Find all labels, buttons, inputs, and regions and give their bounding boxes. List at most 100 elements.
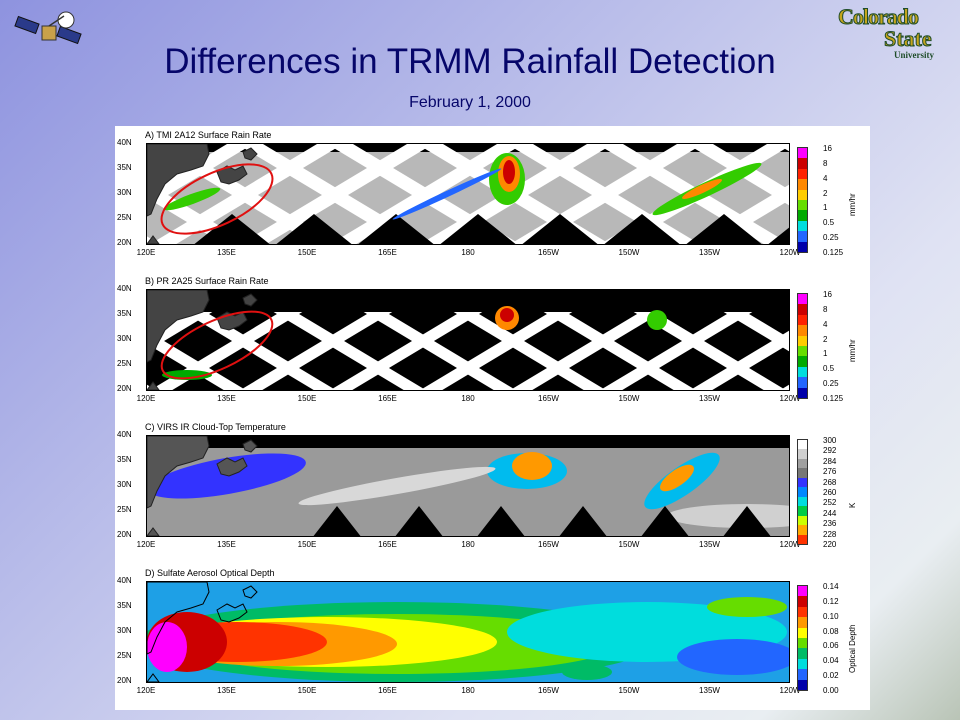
lon-label: 150E bbox=[297, 394, 317, 403]
colorbar-tick: 0.25 bbox=[823, 233, 839, 243]
colorbar-tick: 300 bbox=[823, 436, 837, 445]
lat-label: 25N bbox=[117, 505, 132, 514]
map-panel-2: B) PR 2A25 Surface Rain Rate 40N 35N 30N 25N… bbox=[115, 276, 870, 420]
lon-label: 165E bbox=[378, 248, 397, 257]
lon-label: 165W bbox=[538, 540, 559, 549]
lon-label: 135E bbox=[217, 248, 236, 257]
colorbar-tick: 4 bbox=[823, 173, 828, 183]
lat-label: 25N bbox=[117, 359, 132, 368]
lon-label: 135E bbox=[217, 394, 236, 403]
lon-label: 165W bbox=[538, 394, 559, 403]
colorbar-tick: 292 bbox=[823, 446, 837, 456]
colorbar-tick: 8 bbox=[823, 304, 828, 314]
lon-label: 150W bbox=[618, 540, 640, 549]
lon-label: 165W bbox=[538, 686, 559, 695]
lon-label: 180 bbox=[461, 686, 475, 695]
lon-label: 180 bbox=[461, 394, 475, 403]
colorbar bbox=[797, 439, 808, 545]
lat-label: 40N bbox=[117, 576, 132, 585]
lon-label: 120E bbox=[136, 394, 156, 403]
lon-label: 150E bbox=[297, 540, 317, 549]
lon-label: 180 bbox=[461, 248, 475, 257]
lon-label: 120E bbox=[136, 686, 156, 695]
colorbar-tick: 0.125 bbox=[823, 248, 844, 257]
lon-label: 135W bbox=[699, 248, 720, 257]
colorbar-tick: 268 bbox=[823, 477, 837, 487]
lat-label: 25N bbox=[117, 213, 132, 222]
colorbar-tick: 244 bbox=[823, 508, 837, 518]
map-area bbox=[146, 435, 790, 537]
colorbar-unit: mm/hr bbox=[848, 339, 857, 362]
lon-label: 135E bbox=[217, 540, 236, 549]
map-panel-4: D) Sulfate Aerosol Optical Depth 40N 35N 30… bbox=[115, 568, 870, 712]
colorbar-tick: 0.25 bbox=[823, 379, 839, 389]
lon-label: 150W bbox=[618, 686, 640, 695]
lon-label: 135E bbox=[217, 686, 236, 695]
lon-label: 180 bbox=[461, 540, 475, 549]
lat-label: 35N bbox=[117, 601, 132, 610]
colorbar-tick: 252 bbox=[823, 498, 837, 508]
lon-label: 165E bbox=[378, 686, 397, 695]
colorbar bbox=[797, 585, 808, 691]
map-area bbox=[146, 289, 790, 391]
panel-title: D) Sulfate Aerosol Optical Depth bbox=[145, 568, 275, 578]
figure: A) TMI 2A12 Surface Rain Rate 40N 35N 30N 25… bbox=[115, 126, 870, 710]
lon-label: 120W bbox=[779, 686, 801, 695]
satellite-icon bbox=[14, 8, 84, 58]
map-area bbox=[146, 143, 790, 245]
colorbar-tick: 0.12 bbox=[823, 596, 839, 606]
panel-title: C) VIRS IR Cloud-Top Temperature bbox=[145, 422, 286, 432]
lon-label: 165E bbox=[378, 394, 397, 403]
colorbar-tick: 2 bbox=[823, 334, 828, 344]
lon-label: 135W bbox=[699, 394, 720, 403]
colorbar bbox=[797, 147, 808, 253]
lat-label: 35N bbox=[117, 309, 132, 318]
lat-label: 35N bbox=[117, 163, 132, 172]
colorbar-tick: 228 bbox=[823, 529, 837, 539]
colorbar-tick: 2 bbox=[823, 188, 828, 198]
colorbar-tick: 236 bbox=[823, 519, 837, 529]
colorbar-tick: 276 bbox=[823, 467, 837, 477]
colorbar-tick: 220 bbox=[823, 540, 837, 549]
colorbar-tick: 284 bbox=[823, 456, 837, 466]
lat-label: 40N bbox=[117, 284, 132, 293]
lon-label: 135W bbox=[699, 686, 720, 695]
lat-label: 20N bbox=[117, 676, 132, 685]
lat-label: 30N bbox=[117, 480, 132, 489]
colorbar-tick: 260 bbox=[823, 488, 837, 497]
lon-label: 120W bbox=[779, 248, 801, 257]
lon-label: 135W bbox=[699, 540, 720, 549]
map-area bbox=[146, 581, 790, 683]
lon-label: 165E bbox=[378, 540, 397, 549]
lon-label: 150E bbox=[297, 686, 317, 695]
lat-label: 20N bbox=[117, 530, 132, 539]
panel-title: A) TMI 2A12 Surface Rain Rate bbox=[145, 130, 272, 140]
lat-label: 30N bbox=[117, 188, 132, 197]
lat-label: 40N bbox=[117, 138, 132, 147]
colorbar-tick: 0.10 bbox=[823, 611, 839, 621]
colorbar-tick: 0.02 bbox=[823, 671, 839, 681]
colorbar-tick: 16 bbox=[823, 290, 832, 299]
colorbar-tick: 0.08 bbox=[823, 626, 839, 636]
colorbar-tick: 4 bbox=[823, 319, 828, 329]
lat-label: 30N bbox=[117, 334, 132, 343]
lat-label: 40N bbox=[117, 430, 132, 439]
panel-title: B) PR 2A25 Surface Rain Rate bbox=[145, 276, 269, 286]
colorbar-tick: 8 bbox=[823, 158, 828, 168]
lon-label: 150W bbox=[618, 394, 640, 403]
colorbar-unit: mm/hr bbox=[848, 193, 857, 216]
colorbar-tick: 1 bbox=[823, 349, 828, 359]
page-title: Differences in TRMM Rainfall Detection bbox=[164, 42, 776, 81]
lat-label: 25N bbox=[117, 651, 132, 660]
lon-label: 120W bbox=[779, 394, 801, 403]
page-subtitle: February 1, 2000 bbox=[409, 94, 531, 111]
colorbar bbox=[797, 293, 808, 399]
lon-label: 120E bbox=[136, 540, 156, 549]
colorbar-tick: 0.14 bbox=[823, 582, 839, 591]
colorbar-tick: 1 bbox=[823, 203, 828, 213]
lon-label: 150E bbox=[297, 248, 317, 257]
map-panel-3: C) VIRS IR Cloud-Top Temperature 40N 35N 30… bbox=[115, 422, 870, 566]
lon-label: 150W bbox=[618, 248, 640, 257]
lat-label: 20N bbox=[117, 384, 132, 393]
colorbar-unit: Optical Depth bbox=[848, 624, 857, 673]
